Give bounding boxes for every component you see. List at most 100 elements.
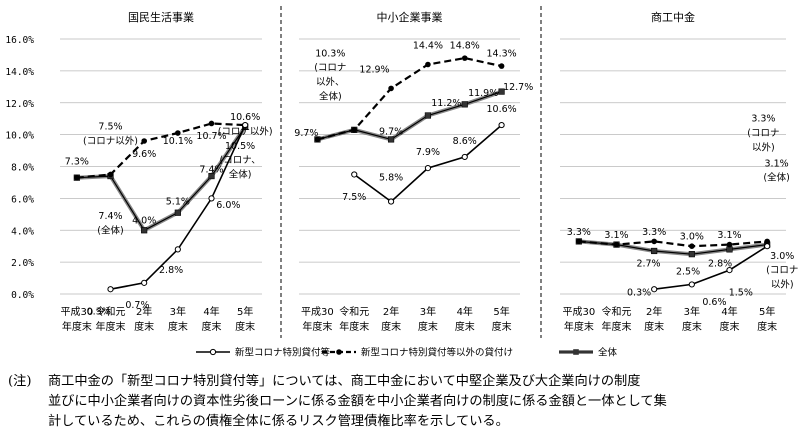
data-point-corona <box>764 243 771 250</box>
data-label: 2.8% <box>708 259 732 270</box>
data-label: 7.9% <box>416 147 440 158</box>
series-line-total <box>578 240 768 255</box>
data-point-non_corona <box>314 136 321 143</box>
x-tick-label: 年度末 <box>564 320 594 333</box>
y-tick-label: 2.0% <box>11 258 34 269</box>
data-label: 4.0% <box>132 216 156 227</box>
y-tick-label: 8.0% <box>11 163 34 174</box>
data-point-non_corona <box>388 85 394 92</box>
data-point-non_corona <box>461 55 468 61</box>
data-point-corona <box>424 164 432 172</box>
x-tick-label: 度末 <box>720 320 740 333</box>
data-point-non_corona <box>764 238 770 245</box>
data-point-corona <box>141 279 148 286</box>
data-label: 10.6% <box>486 104 516 115</box>
footnote-line-1: 商工中金の「新型コロナ特別貸付等」については、商工中金において中堅企業及び大企業… <box>48 374 641 389</box>
x-tick-label: 度末 <box>644 320 664 333</box>
data-label: 以外) <box>771 278 794 290</box>
x-tick-label: 令和元 <box>96 305 126 318</box>
legend-marker-non_corona <box>336 349 342 355</box>
data-label: 3.1% <box>717 230 741 241</box>
risk-loan-ratio-chart: 0.0% 2.0% 4.0% 6.0% 8.0% 10.0% 12.0% 14.0% 16.0%… <box>5 6 798 359</box>
x-tick-label: 度末 <box>757 320 777 333</box>
data-label: 12.7% <box>503 82 533 93</box>
x-tick-label: 度末 <box>682 320 702 333</box>
data-point-corona <box>174 246 181 253</box>
y-tick-label: 12.0% <box>5 99 34 110</box>
x-tick-label: 平成30 <box>562 306 595 318</box>
x-tick-label: 度末 <box>202 320 222 333</box>
legend-marker-total <box>573 349 579 355</box>
data-label: 8.6% <box>453 136 477 147</box>
data-label: (コロナ <box>314 63 346 74</box>
data-label: 3.3% <box>567 227 591 238</box>
panel-title: 国民生活事業 <box>128 10 194 24</box>
data-label: (全体) <box>97 224 123 236</box>
data-label: 7.4% <box>199 165 223 176</box>
data-point-non_corona <box>74 174 80 181</box>
data-label: 2.5% <box>676 267 700 278</box>
x-tick-label: 度末 <box>134 320 154 333</box>
legend-label: 新型コロナ特別貸付等 <box>235 347 331 359</box>
data-point-non_corona <box>689 243 695 249</box>
y-tick-label: 6.0% <box>11 194 34 205</box>
data-label: 1.5% <box>729 287 753 298</box>
data-label: 3.3% <box>642 227 666 238</box>
data-point-corona <box>726 266 733 274</box>
data-point-corona <box>107 286 114 293</box>
data-label: 3.0% <box>770 251 794 262</box>
data-label: 3.0% <box>680 232 704 243</box>
x-tick-label: 度末 <box>455 320 475 333</box>
x-tick-label: 度末 <box>235 320 255 333</box>
data-point-non_corona <box>613 241 620 248</box>
data-point-total <box>387 136 395 143</box>
data-label: 7.4% <box>98 211 122 222</box>
data-label: 10.7% <box>196 131 226 142</box>
data-label: 6.0% <box>216 200 240 211</box>
panel-title: 中小企業事業 <box>377 10 443 24</box>
footnote-line-2: 並びに中小企業者向けの資本性劣後ローンに係る金額を中小企業者向けの制度に係る金額… <box>48 394 667 409</box>
data-point-corona <box>688 281 695 288</box>
data-point-non_corona <box>141 138 147 144</box>
data-point-total <box>208 172 215 180</box>
data-point-total <box>461 101 468 108</box>
data-point-total <box>726 246 733 253</box>
data-label: 9.6% <box>132 149 156 160</box>
data-point-total <box>424 112 432 119</box>
data-point-total <box>141 227 148 234</box>
data-label: 以外) <box>752 141 775 153</box>
data-label: 7.5% <box>342 192 366 203</box>
x-tick-label: 令和元 <box>339 305 369 318</box>
data-label: (コロナ、 <box>219 155 260 166</box>
data-point-non_corona <box>208 120 215 127</box>
x-tick-label: 度末 <box>381 320 401 333</box>
data-point-non_corona <box>651 238 657 245</box>
series-line-non_corona <box>76 122 246 179</box>
data-label: 7.3% <box>65 157 89 168</box>
y-tick-label: 14.0% <box>5 67 34 78</box>
x-tick-label: 3年 <box>170 305 186 318</box>
data-label: 5.1% <box>166 197 190 208</box>
series-line-total <box>76 126 246 232</box>
data-label: 3.3% <box>751 114 775 125</box>
data-point-non_corona <box>175 130 181 136</box>
series-line-total <box>317 91 502 141</box>
y-tick-label: 0.0% <box>11 290 34 301</box>
data-label: 11.9% <box>468 88 498 99</box>
data-label: 0.6% <box>702 297 726 308</box>
x-tick-label: 年度末 <box>339 320 369 333</box>
data-label: 0.3% <box>627 287 651 298</box>
series-line-non_corona <box>317 56 502 141</box>
data-label: 0.7% <box>125 300 149 311</box>
data-label: 10.5% <box>225 141 255 152</box>
data-point-non_corona <box>498 63 505 69</box>
footnote-label: (注) <box>8 374 32 389</box>
x-tick-label: 年度末 <box>602 320 632 333</box>
x-tick-label: 2年 <box>646 305 662 318</box>
data-label: 10.1% <box>163 136 193 147</box>
data-point-corona <box>351 171 358 178</box>
data-label: 5.8% <box>379 173 403 184</box>
legend-label: 新型コロナ特別貸付等以外の貸付け <box>361 347 513 359</box>
data-label: (コロナ <box>766 265 798 276</box>
data-point-non_corona <box>351 127 358 133</box>
